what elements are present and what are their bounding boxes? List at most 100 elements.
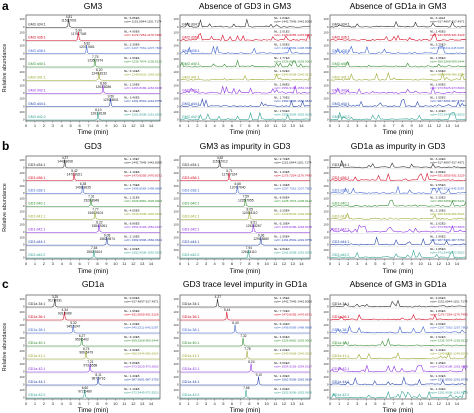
- y-tick-label: 0: [177, 118, 179, 122]
- peak-rt-label: 5.42: [71, 169, 78, 173]
- mz-range-label: m/z= 1235.7874-1235.8122: [124, 59, 162, 63]
- row-label: GD3 d41:1: [332, 214, 349, 218]
- y-tick-label: 0: [23, 165, 25, 169]
- peak-rt-label: 6.74: [83, 347, 90, 351]
- x-tick-label: 4: [365, 261, 368, 266]
- trace-line: [26, 363, 160, 373]
- peak-mass-label: 1582.9574: [99, 237, 115, 241]
- y-tick-label: 100: [323, 235, 328, 239]
- trace-line: [179, 33, 311, 41]
- y-tick-label: 100: [173, 197, 178, 201]
- x-tick-label: 12: [282, 261, 287, 266]
- y-tick-label: 0: [327, 38, 329, 42]
- row-label: GM3 d38:1: [332, 49, 350, 53]
- nl-label: NL: 1.10E5: [274, 183, 290, 187]
- peak-rt-label: 9.50: [108, 95, 115, 99]
- y-tick-label: 0: [177, 331, 179, 335]
- y-tick-label: 0: [327, 305, 329, 309]
- y-tick-label: 100: [323, 336, 328, 340]
- row-label: GD1a 38:1: [332, 328, 349, 332]
- x-tick-label: 0: [179, 123, 182, 128]
- mz-range-label: m/z= 1554.9193-1554.9317: [274, 365, 312, 369]
- y-tick-label: 0: [23, 344, 25, 348]
- nl-label: NL: 3.10E3: [430, 157, 446, 161]
- x-tick-label: 2: [196, 123, 199, 128]
- y-tick-label: 100: [323, 110, 328, 114]
- y-tick-label: 100: [19, 222, 24, 226]
- y-tick-label: 100: [19, 44, 24, 48]
- y-tick-label: 0: [23, 357, 25, 361]
- peak-rt-label: 8.24: [248, 360, 255, 364]
- trace-line: [26, 337, 160, 347]
- peak-mass-label: 1261.8138: [91, 111, 107, 115]
- y-tick-label: 100: [173, 184, 178, 188]
- y-tick-label: 100: [19, 30, 24, 34]
- mz-range-label: m/z= 959.5368-959.5444: [430, 59, 465, 63]
- nl-label: NL: 1.60E5: [124, 247, 140, 251]
- mz-range-label: m/z= 1179.7254-1179.7490: [124, 33, 162, 37]
- peak-mass-label: 1249.8110: [242, 211, 258, 215]
- mz-range-label: m/z= 1526.8881-1526.9003: [274, 339, 312, 343]
- x-tick-label: 3: [356, 123, 359, 128]
- y-tick-label: 100: [323, 362, 328, 366]
- y-tick-label: 100: [323, 158, 328, 162]
- peak-rt-label: 7.59: [243, 195, 250, 199]
- mz-range-label: m/z= 987.5681-987.5759: [430, 238, 465, 242]
- mz-range-label: m/z= 1582.9506-1582.9634: [274, 99, 312, 103]
- trace-line: [180, 337, 310, 347]
- y-tick-label: 0: [177, 51, 179, 55]
- peak-mass-label: 1261.8110: [241, 250, 257, 254]
- trace-line: [180, 210, 310, 220]
- trace-line: [329, 313, 467, 321]
- x-tick-label: 3: [52, 123, 55, 128]
- y-tick-label: 0: [327, 65, 329, 69]
- y-tick-label: 100: [173, 171, 178, 175]
- trace-line: [180, 223, 310, 233]
- x-tick-label: 9: [257, 401, 260, 406]
- nl-label: NL: 3.11E3: [430, 16, 446, 20]
- x-axis-label: Time (min): [78, 129, 109, 136]
- x-tick-label: 4: [214, 401, 217, 406]
- row-label: GD3 d42:1: [332, 227, 349, 231]
- y-tick-label: 100: [19, 375, 24, 379]
- row-label: GD1a 42:1: [182, 367, 199, 371]
- mz-range-label: m/z= 1291.8501-1291.8759: [124, 99, 162, 103]
- nl-label: NL: 1.10E5: [124, 387, 140, 391]
- y-tick-label: 0: [177, 230, 179, 234]
- row-label: GD1a 40:1: [332, 341, 349, 345]
- y-tick-label: 100: [323, 17, 328, 21]
- y-tick-label: 100: [173, 110, 178, 114]
- x-tick-label: 2: [347, 261, 350, 266]
- trace-line: [26, 350, 160, 360]
- y-tick-label: 0: [23, 65, 25, 69]
- mz-range-label: m/z= 959.5368-959.5444: [124, 339, 159, 343]
- y-tick-label: 0: [177, 104, 179, 108]
- x-tick-label: 5: [222, 401, 225, 406]
- row-label: GD1a 34:1: [28, 302, 45, 306]
- peak-rt-label: 7.32: [240, 334, 247, 338]
- y-tick-label: 100: [173, 30, 178, 34]
- nl-label: NL: 9.60E6: [124, 296, 140, 300]
- y-tick-label: 100: [19, 197, 24, 201]
- x-tick-label: 12: [131, 261, 136, 266]
- x-tick-label: 3: [205, 261, 208, 266]
- x-tick-label: 11: [273, 261, 278, 266]
- y-tick-label: 100: [19, 70, 24, 74]
- trace-line: [179, 45, 311, 55]
- y-tick-label: 0: [327, 91, 329, 95]
- nl-label: NL: 2.02E3: [430, 221, 446, 225]
- trace-line: [26, 185, 160, 194]
- y-tick-label: 100: [19, 210, 24, 214]
- trace-line: [26, 236, 160, 246]
- peak-mass-label: 1207.7640: [230, 185, 246, 189]
- y-tick-label: 0: [177, 396, 179, 400]
- nl-label: NL: 4.90E3: [274, 335, 290, 339]
- y-tick-label: 0: [177, 165, 179, 169]
- row-label: GD3 d42:2: [182, 253, 199, 257]
- x-tick-label: 9: [105, 261, 108, 266]
- y-tick-label: 100: [19, 17, 24, 21]
- y-tick-label: 100: [19, 158, 24, 162]
- nl-label: NL: 1.52E3: [430, 335, 446, 339]
- x-axis-label: Time (min): [230, 268, 261, 275]
- mz-range-label: m/z= 1582.9506-1582.9634: [274, 378, 312, 382]
